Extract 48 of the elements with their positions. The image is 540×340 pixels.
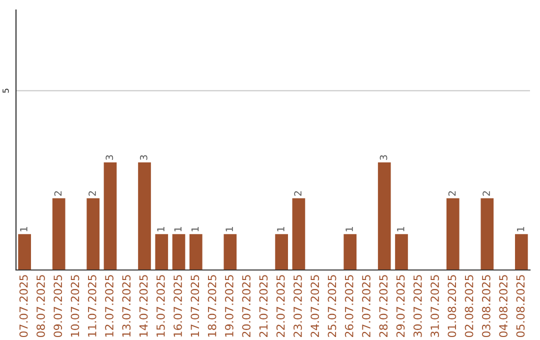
data-label: 3 [380, 155, 388, 160]
x-tick-label: 21.07.2025 [259, 275, 268, 337]
x-tick-label: 20.07.2025 [242, 275, 251, 337]
x-tick-label: 13.07.2025 [122, 275, 131, 337]
x-tick-label: 23.07.2025 [294, 275, 302, 337]
x-tick-label: 30.07.2025 [413, 275, 422, 337]
data-label: 1 [517, 227, 524, 232]
x-tick-label: 16.07.2025 [174, 275, 182, 337]
x-tick-label: 14.07.2025 [139, 275, 148, 337]
data-label: 2 [448, 191, 456, 196]
x-tick-label: 08.07.2025 [36, 275, 45, 338]
data-label: 2 [294, 191, 302, 196]
x-tick-label: 11.07.2025 [88, 275, 96, 337]
x-tick-label: 07.07.2025 [19, 275, 28, 338]
data-label: 1 [20, 227, 28, 232]
x-tick-label: 17.07.2025 [190, 275, 200, 337]
x-tick-label: 27.07.2025 [362, 275, 370, 337]
x-tick-label: 10.07.2025 [70, 275, 80, 337]
x-tick-label: 31.07.2025 [430, 275, 439, 337]
x-tick-label: 25.07.2025 [328, 275, 336, 337]
data-label: 1 [174, 227, 182, 232]
data-label: 1 [397, 227, 404, 232]
x-tick-label: 02.08.2025 [464, 275, 474, 338]
data-label: 1 [191, 227, 199, 232]
data-label: 2 [482, 191, 490, 196]
x-tick-label: 18.07.2025 [208, 275, 216, 337]
x-tick-label: 12.07.2025 [105, 275, 114, 337]
data-label: 1 [277, 227, 284, 232]
x-tick-label: 05.08.2025 [516, 275, 525, 338]
x-tick-label: 09.07.2025 [54, 275, 62, 338]
x-tick-label: 24.07.2025 [310, 275, 320, 337]
data-label: 1 [226, 227, 233, 232]
data-label: 3 [106, 155, 114, 160]
data-label: 1 [346, 227, 353, 232]
x-tick-label: 28.07.2025 [379, 275, 388, 337]
x-tick-label: 26.07.2025 [344, 275, 354, 337]
x-tick-label: 15.07.2025 [156, 275, 165, 337]
x-tick-label: 29.07.2025 [396, 275, 405, 337]
x-tick-label: 04.08.2025 [499, 275, 508, 338]
y-tick-label: 5 [2, 88, 9, 93]
data-label: 1 [157, 227, 164, 232]
x-tick-label: 22.07.2025 [276, 275, 285, 337]
x-tick-label: 01.08.2025 [448, 275, 456, 338]
data-label: 2 [88, 191, 96, 196]
data-label: 2 [54, 191, 62, 196]
data-label: 3 [140, 155, 148, 160]
x-tick-label: 03.08.2025 [482, 275, 490, 338]
x-tick-label: 19.07.2025 [224, 275, 234, 337]
